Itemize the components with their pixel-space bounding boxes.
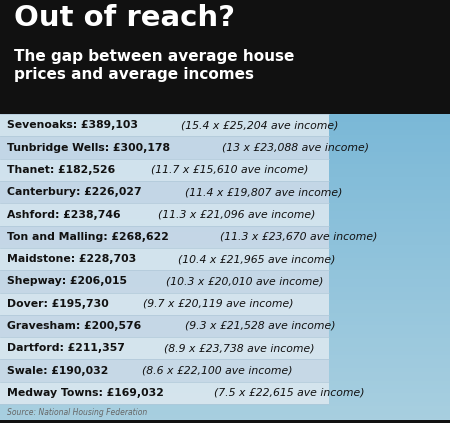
Bar [0, 315, 328, 337]
Bar [0, 270, 328, 293]
Text: Gravesham: £200,576: Gravesham: £200,576 [7, 321, 145, 331]
Text: (9.7 x £20,119 ave income): (9.7 x £20,119 ave income) [143, 299, 293, 309]
Text: Sevenoaks: £389,103: Sevenoaks: £389,103 [7, 121, 141, 130]
Text: Tunbridge Wells: £300,178: Tunbridge Wells: £300,178 [7, 143, 174, 153]
Text: Maidstone: £228,703: Maidstone: £228,703 [7, 254, 140, 264]
Text: The gap between average house
prices and average incomes: The gap between average house prices and… [14, 49, 294, 82]
Text: (13 x £23,088 ave income): (13 x £23,088 ave income) [222, 143, 369, 153]
Bar [0, 293, 328, 315]
Text: (11.3 x £21,096 ave income): (11.3 x £21,096 ave income) [158, 209, 315, 220]
Bar [0, 360, 328, 382]
Text: (8.9 x £23,738 ave income): (8.9 x £23,738 ave income) [164, 343, 314, 353]
Text: (10.4 x £21,965 ave income): (10.4 x £21,965 ave income) [178, 254, 336, 264]
Text: Swale: £190,032: Swale: £190,032 [7, 365, 112, 376]
Text: Ton and Malling: £268,622: Ton and Malling: £268,622 [7, 232, 172, 242]
Text: (11.4 x £19,807 ave income): (11.4 x £19,807 ave income) [185, 187, 342, 197]
Text: (10.3 x £20,010 ave income): (10.3 x £20,010 ave income) [166, 276, 324, 286]
Bar [0, 181, 328, 203]
Text: (7.5 x £22,615 ave income): (7.5 x £22,615 ave income) [214, 388, 364, 398]
Bar [0, 382, 328, 404]
Text: Ashford: £238,746: Ashford: £238,746 [7, 209, 124, 220]
Text: (11.7 x £15,610 ave income): (11.7 x £15,610 ave income) [151, 165, 309, 175]
Text: Canterbury: £226,027: Canterbury: £226,027 [7, 187, 145, 197]
Text: (8.6 x £22,100 ave income): (8.6 x £22,100 ave income) [142, 365, 293, 376]
Text: (11.3 x £23,670 ave income): (11.3 x £23,670 ave income) [220, 232, 378, 242]
Bar [0, 420, 450, 423]
Bar [0, 203, 328, 225]
Text: Source: National Housing Federation: Source: National Housing Federation [7, 408, 147, 417]
Bar [0, 114, 328, 137]
Text: Dover: £195,730: Dover: £195,730 [7, 299, 112, 309]
Bar [0, 137, 328, 159]
Text: Thanet: £182,526: Thanet: £182,526 [7, 165, 119, 175]
Text: (9.3 x £21,528 ave income): (9.3 x £21,528 ave income) [185, 321, 335, 331]
Bar [0, 0, 450, 114]
Bar [0, 159, 328, 181]
Bar [0, 337, 328, 360]
Text: Out of reach?: Out of reach? [14, 4, 234, 32]
Text: Shepway: £206,015: Shepway: £206,015 [7, 276, 130, 286]
Bar [0, 248, 328, 270]
Bar [0, 225, 328, 248]
Text: (15.4 x £25,204 ave income): (15.4 x £25,204 ave income) [180, 121, 338, 130]
Text: Medway Towns: £169,032: Medway Towns: £169,032 [7, 388, 167, 398]
Text: Dartford: £211,357: Dartford: £211,357 [7, 343, 128, 353]
